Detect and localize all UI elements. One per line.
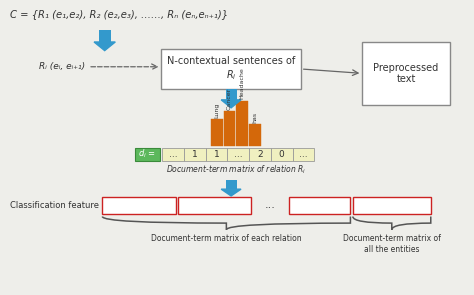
- Bar: [249, 148, 271, 161]
- Bar: [271, 148, 292, 161]
- Bar: [206, 148, 228, 161]
- Text: C = {R₁ (e₁,e₂), R₂ (e₂,e₃), ……, Rₙ (eₙ,eₙ₊₁)}: C = {R₁ (e₁,e₂), R₂ (e₂,e₃), ……, Rₙ (eₙ,…: [10, 9, 228, 19]
- Text: Classification feature: Classification feature: [10, 201, 99, 210]
- Bar: [224, 111, 236, 146]
- Bar: [161, 49, 301, 89]
- Bar: [226, 180, 237, 189]
- Text: 2: 2: [257, 150, 263, 159]
- Text: ...: ...: [234, 150, 243, 159]
- Text: Rᵢ (eᵢ, eᵢ₊₁): Rᵢ (eᵢ, eᵢ₊₁): [38, 62, 85, 71]
- Text: ...: ...: [169, 150, 177, 159]
- Bar: [362, 42, 450, 105]
- Bar: [162, 148, 184, 161]
- Bar: [228, 148, 249, 161]
- Text: 1: 1: [214, 150, 219, 159]
- Text: Document-term matrix of each relation: Document-term matrix of each relation: [151, 234, 301, 243]
- Bar: [211, 119, 223, 146]
- Bar: [102, 197, 175, 214]
- Bar: [353, 197, 431, 214]
- Text: Preprocessed
text: Preprocessed text: [374, 63, 438, 84]
- Text: N-contextual sentences of
$R_i$: N-contextual sentences of $R_i$: [167, 56, 295, 82]
- Text: has: has: [253, 112, 257, 123]
- Text: Lung: Lung: [214, 102, 219, 118]
- Text: Headache: Headache: [240, 68, 245, 99]
- Bar: [249, 124, 261, 146]
- Bar: [99, 30, 110, 42]
- Text: 1: 1: [192, 150, 198, 159]
- Bar: [292, 148, 314, 161]
- Bar: [184, 148, 206, 161]
- Bar: [289, 197, 350, 214]
- Polygon shape: [221, 189, 241, 196]
- Polygon shape: [94, 42, 115, 51]
- Text: ...: ...: [299, 150, 308, 159]
- Polygon shape: [221, 100, 241, 108]
- Bar: [226, 89, 237, 100]
- Bar: [178, 197, 251, 214]
- Text: Document-term matrix of
all the entities: Document-term matrix of all the entities: [343, 234, 441, 253]
- Bar: [135, 148, 160, 161]
- Text: $d_i$ =: $d_i$ =: [138, 148, 156, 160]
- Text: Cancer: Cancer: [227, 87, 232, 110]
- Bar: [237, 101, 248, 146]
- Text: Document-term matrix of relation $R_i$: Document-term matrix of relation $R_i$: [165, 164, 306, 176]
- Text: 0: 0: [279, 150, 284, 159]
- Text: ...: ...: [264, 201, 275, 211]
